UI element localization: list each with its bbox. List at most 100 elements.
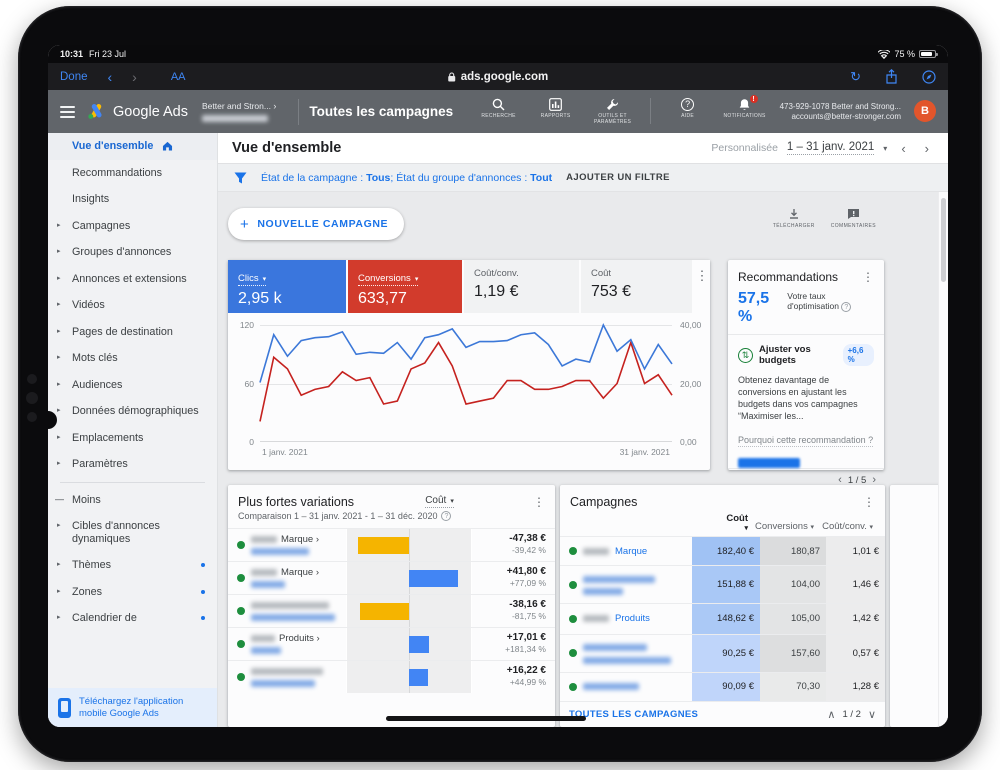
scrollbar[interactable]: [938, 192, 948, 727]
sidebar-item-cibles-annonces-dynamiques[interactable]: ▸ Cibles d'annonces dynamiques: [48, 513, 217, 552]
add-filter-button[interactable]: AJOUTER UN FILTRE: [566, 172, 670, 183]
comments-button[interactable]: COMMENTAIRES: [831, 208, 876, 229]
sidebar-item-parametres[interactable]: ▸ Paramètres: [48, 451, 217, 478]
redacted-link: [251, 581, 285, 589]
google-ads-logo[interactable]: Google Ads: [87, 103, 188, 120]
performance-chart: 120 60 0 40,00 20,00 0,00 1 janv. 2021 3…: [228, 313, 710, 470]
campaign-row[interactable]: Produits 148,62 € 105,00 1,42 €: [560, 602, 885, 635]
scrollbar-thumb[interactable]: [941, 198, 946, 282]
variations-metric-selector[interactable]: Coût ▾: [425, 495, 454, 508]
variation-percent: +77,09 %: [509, 578, 546, 588]
redacted-apply-button[interactable]: [738, 458, 800, 468]
sidebar-item-audiences[interactable]: ▸ Audiences: [48, 372, 217, 399]
done-button[interactable]: Done: [60, 70, 88, 83]
reports-action[interactable]: RAPPORTS: [534, 98, 578, 119]
sidebar-item-calendrier[interactable]: ▸ Calendrier de: [48, 605, 217, 632]
campaign-row[interactable]: 151,88 € 104,00 1,46 €: [560, 565, 885, 603]
metric-conversions[interactable]: Conversions ▾ 633,77: [348, 260, 462, 313]
sidebar-item-donnees-demographiques[interactable]: ▸ Données démographiques: [48, 398, 217, 425]
avatar[interactable]: B: [914, 100, 936, 122]
text-size-button[interactable]: AA: [170, 70, 186, 83]
sidebar-item-campagnes[interactable]: ▸ Campagnes: [48, 213, 217, 240]
variation-row[interactable]: Marque › +41,80 € +77,09 %: [228, 561, 555, 594]
sidebar-item-moins[interactable]: — Moins: [48, 487, 217, 514]
campaign-row[interactable]: Marque 182,40 € 180,87 1,01 €: [560, 536, 885, 566]
variation-row[interactable]: Produits › +17,01 € +181,34 %: [228, 627, 555, 660]
tools-action[interactable]: OUTILS ET PARAMÈTRES: [591, 98, 635, 125]
sidebar-item-vue-densemble[interactable]: Vue d'ensemble: [48, 133, 217, 160]
sidebar-item-groupes-annonces[interactable]: ▸ Groupes d'annonces: [48, 239, 217, 266]
sidebar-item-insights[interactable]: Insights: [48, 186, 217, 213]
expand-caret-icon: ▸: [57, 522, 61, 529]
metric-cout[interactable]: Coût 753 €: [581, 260, 692, 313]
help-circle-icon[interactable]: ?: [441, 511, 452, 521]
date-dropdown-icon[interactable]: ▾: [883, 143, 888, 153]
menu-hamburger-icon[interactable]: [60, 105, 75, 118]
help-action[interactable]: ? AIDE: [666, 98, 710, 119]
date-next-button[interactable]: ›: [924, 140, 929, 156]
campaign-row[interactable]: 90,09 € 70,30 1,28 €: [560, 671, 885, 701]
all-campaigns-link[interactable]: TOUTES LES CAMPAGNES: [569, 708, 699, 720]
variation-row[interactable]: -38,16 € -81,75 %: [228, 594, 555, 627]
sidebar-item-themes[interactable]: ▸ Thèmes: [48, 552, 217, 579]
y-axis-tick: 60: [244, 378, 254, 389]
variations-menu[interactable]: ⋮: [532, 495, 545, 509]
campaign-link[interactable]: Produits: [615, 613, 650, 625]
page-down-button[interactable]: ∨: [867, 708, 876, 721]
account-selector[interactable]: Better and Stron... ›: [201, 101, 288, 122]
mobile-app-promo[interactable]: Téléchargez l'application mobile Google …: [48, 688, 217, 727]
sidebar-item-label: Insights: [72, 193, 110, 205]
campaign-row[interactable]: 90,25 € 157,60 0,57 €: [560, 634, 885, 672]
reload-button[interactable]: ↻: [850, 68, 861, 84]
prev-page-button[interactable]: ‹: [838, 474, 842, 486]
google-ads-triangle-icon: [88, 104, 102, 119]
sidebar-item-mots-cles[interactable]: ▸ Mots clés: [48, 345, 217, 372]
address-bar[interactable]: ads.google.com: [448, 70, 549, 83]
why-recommendation-link[interactable]: Pourquoi cette recommandation ?: [738, 435, 874, 447]
help-circle-icon[interactable]: ?: [841, 302, 852, 312]
sidebar-item-label: Données démographiques: [72, 405, 199, 417]
date-range-selector[interactable]: 1 – 31 janv. 2021: [786, 141, 875, 155]
url-text: ads.google.com: [460, 70, 549, 83]
home-indicator[interactable]: [386, 716, 586, 721]
column-header-cout[interactable]: Coût ▾: [684, 513, 752, 532]
variation-row[interactable]: Marque › -47,38 € -39,42 %: [228, 528, 555, 561]
sidebar-item-zones[interactable]: ▸ Zones: [48, 579, 217, 606]
column-header-conversions[interactable]: Conversions ▾: [755, 521, 814, 532]
collapse-minus-icon: —: [55, 493, 64, 504]
sidebar-item-videos[interactable]: ▸ Vidéos: [48, 292, 217, 319]
new-dot-indicator: [201, 616, 205, 621]
budget-adjust-icon: ⇅: [738, 347, 753, 363]
column-header-cout-conv[interactable]: Coût/conv. ▾: [822, 521, 873, 532]
metric-cout-conv[interactable]: Coût/conv. 1,19 €: [464, 260, 579, 313]
home-icon: [163, 141, 173, 151]
campaign-link[interactable]: Marque: [615, 545, 648, 557]
recommendation-title[interactable]: Ajuster vos budgets: [759, 344, 811, 366]
sidebar-item-annonces-extensions[interactable]: ▸ Annonces et extensions: [48, 266, 217, 293]
overview-card-menu[interactable]: ⋮: [694, 260, 710, 313]
next-page-button[interactable]: ›: [872, 474, 876, 486]
page-up-button[interactable]: ∧: [827, 708, 836, 721]
notification-badge: !: [748, 94, 759, 104]
sidebar-item-pages-destination[interactable]: ▸ Pages de destination: [48, 319, 217, 346]
forward-button[interactable]: ›: [132, 68, 137, 85]
sidebar-item-emplacements[interactable]: ▸ Emplacements: [48, 425, 217, 452]
variation-row[interactable]: +16,22 € +44,99 %: [228, 660, 555, 693]
share-icon[interactable]: [885, 69, 898, 84]
metric-clics[interactable]: Clics ▾ 2,95 k: [228, 260, 346, 313]
notifications-action[interactable]: ! NOTIFICATIONS: [723, 94, 767, 119]
date-prev-button[interactable]: ‹: [901, 140, 906, 156]
y-axis-tick: 0: [249, 437, 254, 447]
new-campaign-button[interactable]: + NOUVELLE CAMPAGNE: [228, 208, 405, 240]
download-button[interactable]: TÉLÉCHARGER: [773, 208, 815, 229]
variation-bar-cell: [346, 529, 472, 561]
extensions-compass-icon[interactable]: [922, 69, 936, 84]
back-button[interactable]: ‹: [107, 68, 113, 85]
search-action[interactable]: RECHERCHE: [477, 98, 521, 119]
recommendations-menu[interactable]: ⋮: [862, 270, 874, 284]
active-filters[interactable]: État de la campagne : Tous; État du grou…: [261, 171, 553, 184]
campaigns-menu[interactable]: ⋮: [863, 495, 875, 509]
status-dot-enabled: [569, 682, 577, 691]
sidebar-item-recommandations[interactable]: Recommandations: [48, 160, 217, 187]
variation-bar: [409, 636, 430, 653]
